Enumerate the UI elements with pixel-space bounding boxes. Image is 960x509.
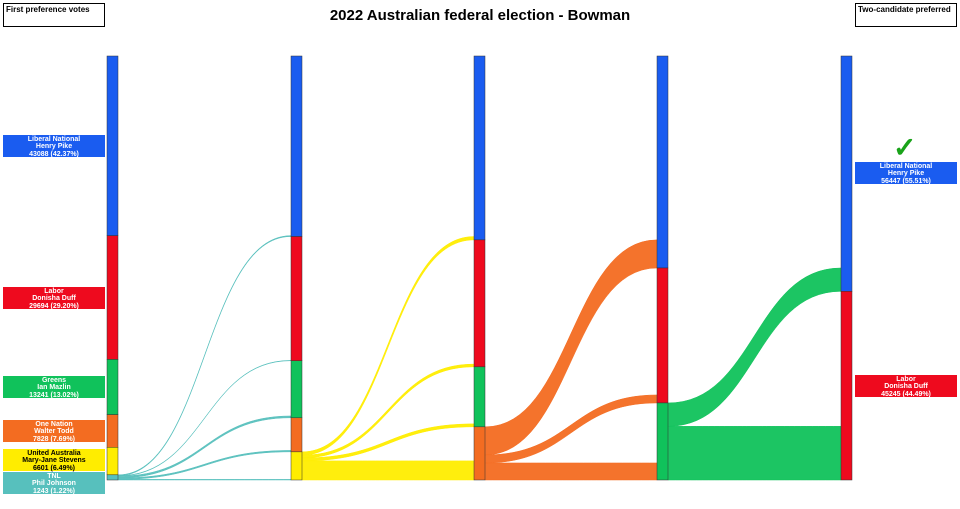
bar-round4-candidate2 (656, 402, 669, 481)
flow-1-to-2 (301, 423, 475, 462)
bar-round1-candidate0 (106, 55, 119, 236)
flow-3-to-1 (667, 426, 842, 481)
bar-round2-candidate2 (290, 360, 303, 419)
label-liberal-national: Liberal National Henry Pike 43088 (42.37%) (3, 135, 105, 158)
bar-round3-candidate2 (473, 366, 486, 428)
flow-0-to-2 (117, 415, 292, 479)
bar-round1-candidate2 (106, 359, 119, 415)
bar-round2-candidate0 (290, 55, 303, 237)
flow-0-to-0 (117, 235, 292, 476)
flow-2-to-2 (484, 462, 658, 481)
bar-round2-candidate1 (290, 236, 303, 362)
bar-round4-candidate0 (656, 55, 669, 269)
bar-round5-candidate1 (840, 291, 853, 481)
check-icon: ✓ (893, 132, 917, 163)
bar-round1-candidate4 (106, 447, 119, 476)
bar-round5-candidate0 (840, 55, 853, 292)
bar-round1-candidate1 (106, 235, 119, 360)
bar-round3-candidate3 (473, 426, 486, 481)
flow-1-to-3 (301, 460, 475, 481)
bar-round2-candidate3 (290, 417, 303, 453)
bar-round3-candidate0 (473, 55, 486, 241)
flow-1-to-0 (301, 236, 475, 456)
two-candidate-header: Two-candidate preferred (855, 3, 957, 27)
label-labor: Labor Donisha Duff 29694 (29.20%) (3, 287, 105, 310)
bar-round2-candidate4 (290, 451, 303, 481)
bar-round3-candidate1 (473, 239, 486, 368)
chart-title: 2022 Australian federal election - Bowma… (329, 7, 631, 24)
bar-round1-candidate5 (106, 474, 119, 481)
flow-2-to-0 (484, 239, 658, 456)
final-label-liberal-national: Liberal National Henry Pike 56447 (55.51%) (855, 162, 957, 185)
label-one-nation: One Nation Walter Todd 7828 (7.69%) (3, 420, 105, 443)
bar-round4-candidate1 (656, 267, 669, 404)
label-united-australia: United Australia Mary-Jane Stevens 6601 (6… (3, 449, 105, 472)
bar-round1-candidate3 (106, 414, 119, 448)
final-label-labor: Labor Donisha Duff 45245 (44.49%) (855, 375, 957, 398)
first-preference-header: First preference votes (3, 3, 105, 27)
label-tnl: TNL Phil Johnson 1243 (1.22%) (3, 472, 105, 495)
flow-3-to-0 (667, 267, 842, 427)
flow-0-to-4 (117, 479, 292, 481)
label-greens: Greens Ian Mazlin 13241 (13.02%) (3, 376, 105, 399)
